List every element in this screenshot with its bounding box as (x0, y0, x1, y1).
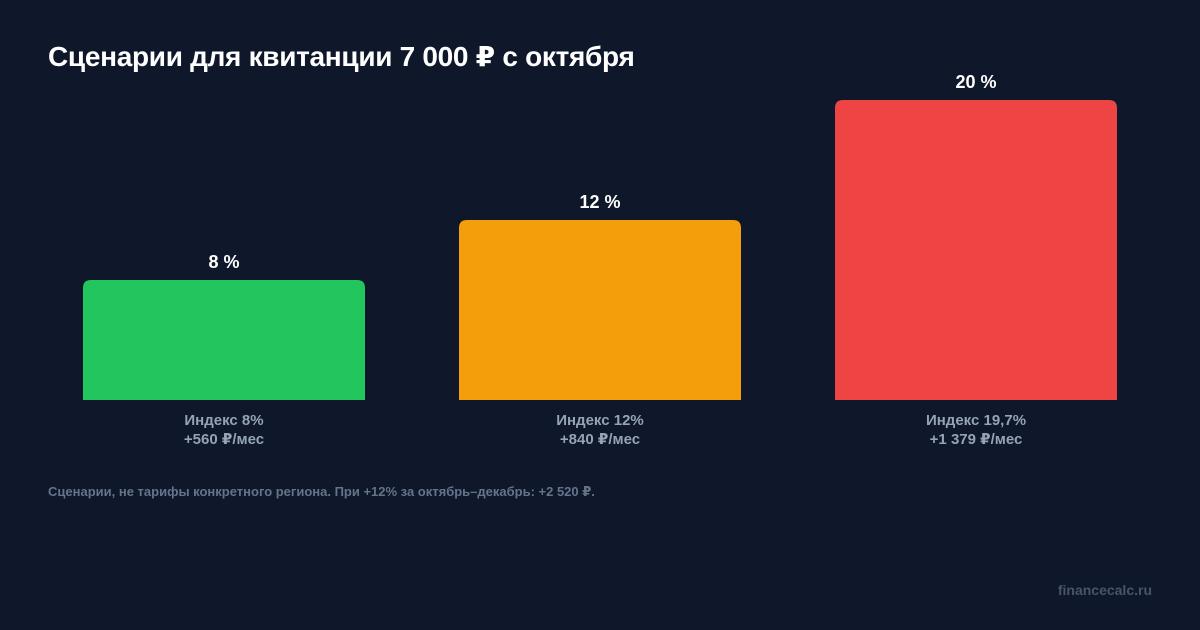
bar-3 (835, 100, 1117, 400)
category-label: Индекс 12% (556, 412, 644, 429)
site-watermark: financecalc.ru (1057, 582, 1152, 598)
bar-1 (83, 280, 365, 400)
category-sublabel: +560 ₽/мес (184, 431, 264, 448)
category-sublabel: +1 379 ₽/мес (930, 431, 1023, 448)
bar-value-label: 12 % (579, 192, 620, 212)
category-sublabel: +840 ₽/мес (560, 431, 640, 448)
category-label: Индекс 19,7% (926, 412, 1026, 429)
bar-value-label: 20 % (955, 72, 996, 92)
bar-2 (459, 220, 741, 400)
chart-title: Сценарии для квитанции 7 000 ₽ с октября (48, 41, 635, 72)
category-label: Индекс 8% (184, 412, 263, 429)
footnote: Сценарии, не тарифы конкретного региона.… (48, 484, 595, 499)
bar-value-label: 8 % (208, 252, 239, 272)
